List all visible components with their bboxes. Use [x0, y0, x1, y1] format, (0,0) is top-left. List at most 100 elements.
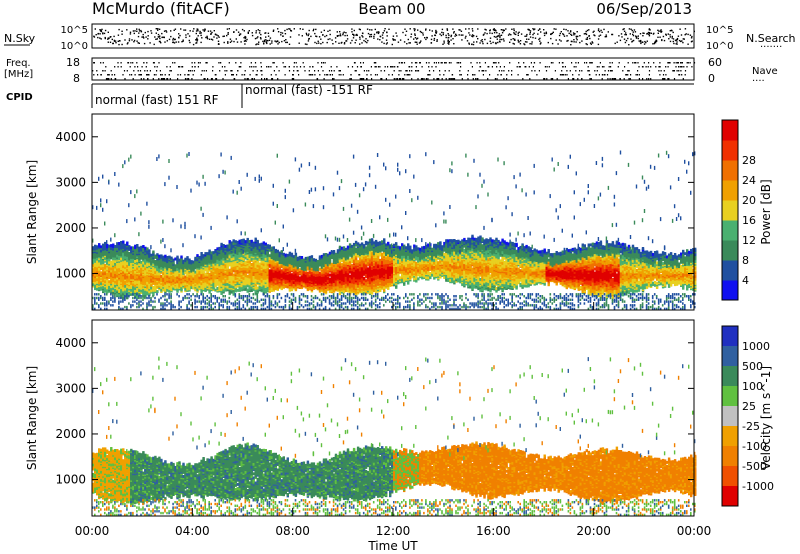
range-cell — [222, 170, 223, 174]
noise-point — [121, 34, 122, 35]
freq-point — [659, 74, 660, 76]
noise-point — [573, 34, 574, 35]
range-cell — [186, 304, 188, 306]
noise-point — [530, 36, 531, 37]
noise-point — [434, 38, 435, 39]
noise-point — [544, 33, 545, 34]
freq-point — [146, 74, 147, 76]
noise-point — [365, 41, 366, 42]
freq-point — [251, 62, 252, 64]
noise-point — [257, 36, 258, 37]
range-cell — [231, 302, 233, 304]
freq-point — [153, 78, 154, 80]
range-cell — [241, 295, 243, 297]
freq-point — [668, 78, 669, 80]
freq-point — [433, 78, 434, 80]
range-cell — [259, 179, 260, 183]
freq-point — [573, 78, 574, 80]
freq-point — [321, 62, 322, 64]
noise-point — [454, 35, 455, 36]
range-cell — [180, 224, 181, 228]
noise-point — [95, 28, 96, 29]
range-cell — [106, 240, 107, 244]
range-cell — [275, 221, 276, 225]
freq-point — [155, 74, 156, 76]
freq-point — [493, 62, 494, 64]
range-cell — [134, 300, 136, 302]
range-cell — [253, 293, 255, 295]
freq-point — [630, 74, 631, 76]
noise-point — [161, 37, 162, 38]
freq-point — [462, 78, 463, 80]
range-cell — [287, 276, 289, 279]
range-cell — [150, 297, 152, 299]
freq-point — [427, 78, 428, 80]
range-cell — [104, 222, 105, 226]
range-cell — [204, 297, 206, 299]
freq-point — [275, 74, 276, 76]
freq-point — [179, 66, 180, 68]
range-cell — [245, 232, 246, 236]
range-cell — [114, 293, 116, 295]
noise-point — [685, 28, 686, 29]
noise-point — [502, 32, 503, 33]
noise-point — [216, 37, 217, 38]
freq-point — [363, 62, 364, 64]
freq-point — [562, 62, 563, 64]
noise-point — [476, 41, 477, 42]
noise-point — [461, 39, 462, 40]
noise-point — [550, 34, 551, 35]
freq-point — [529, 78, 530, 80]
noise-point — [573, 41, 574, 42]
noise-point — [105, 38, 106, 39]
range-cell — [148, 295, 150, 297]
range-cell — [241, 231, 242, 235]
range-cell — [120, 241, 121, 245]
noise-point — [355, 42, 356, 43]
noise-point — [417, 38, 418, 39]
noise-point — [308, 40, 309, 41]
noise-point — [450, 36, 451, 37]
freq-point — [592, 62, 593, 64]
noise-point — [612, 34, 613, 35]
noise-point — [279, 42, 280, 43]
noise-point — [502, 29, 503, 30]
range-cell — [98, 304, 100, 306]
freq-point — [198, 66, 199, 68]
freq-point — [405, 70, 406, 72]
range-cell — [293, 293, 295, 295]
freq-point — [642, 66, 643, 68]
noise-point — [647, 33, 648, 34]
noise-point — [518, 33, 519, 34]
freq-point — [296, 62, 297, 64]
noise-point — [649, 35, 650, 36]
range-cell — [102, 175, 103, 179]
freq-point — [339, 74, 340, 76]
freq-point — [650, 78, 651, 80]
noise-point — [218, 41, 219, 42]
noise-point — [347, 38, 348, 39]
noise-point — [484, 32, 485, 33]
noise-point — [230, 39, 231, 40]
freq-point — [681, 74, 682, 76]
freq-point — [506, 74, 507, 76]
freq-point — [411, 62, 412, 64]
range-cell — [245, 300, 247, 302]
range-cell — [106, 199, 107, 203]
range-cell — [106, 300, 108, 302]
freq-point — [374, 62, 375, 64]
noise-point — [129, 38, 130, 39]
freq-point — [661, 70, 662, 72]
noise-point — [404, 29, 405, 30]
noise-point — [204, 29, 205, 30]
range-cell — [196, 277, 198, 280]
range-cell — [180, 306, 182, 308]
noise-point — [134, 30, 135, 31]
noise-point — [110, 36, 111, 37]
freq-point — [387, 66, 388, 68]
freq-point — [180, 74, 181, 76]
freq-point — [529, 66, 530, 68]
freq-point — [504, 66, 505, 68]
noise-point — [408, 42, 409, 43]
freq-point — [685, 74, 686, 76]
